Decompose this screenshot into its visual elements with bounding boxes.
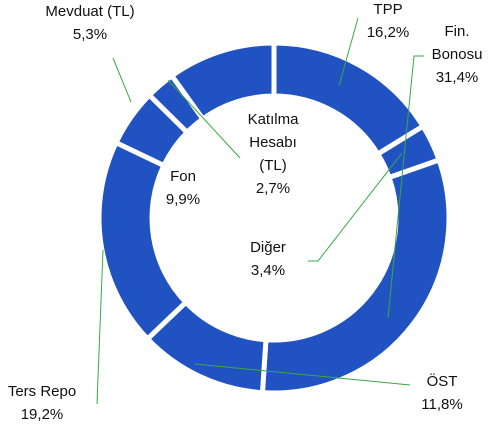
label: Fon 9,9%	[148, 165, 218, 211]
label: Fin. Bonosu 31,4%	[422, 20, 492, 89]
category-label: Mevduat (TL)	[45, 3, 135, 20]
value-label: 19,2%	[20, 406, 64, 423]
category-label: Katılma Hesabı (TL)	[247, 111, 299, 174]
leader-line	[167, 79, 241, 159]
leader-line	[387, 55, 424, 319]
leader-lines	[96, 17, 424, 405]
category-label: Fin. Bonosu	[431, 23, 483, 63]
value-label: 11,8%	[421, 396, 463, 413]
leader-line	[308, 152, 403, 262]
label: Katılma Hesabı (TL) 2,7%	[236, 108, 310, 200]
category-label: TPP	[373, 1, 403, 18]
leader-line	[194, 363, 411, 386]
category-label: Ters Repo	[7, 383, 77, 400]
donut-slice	[259, 156, 452, 396]
value-label: 9,9%	[165, 191, 201, 208]
label: Diğer 3,4%	[233, 236, 303, 282]
label: Ters Repo 19,2%	[0, 380, 84, 426]
value-label: 31,4%	[435, 69, 479, 86]
label: ÖST 11,8%	[407, 370, 477, 416]
donut-slice	[168, 40, 277, 123]
value-label: 2,7%	[255, 180, 291, 197]
label: TPP 16,2%	[348, 0, 428, 44]
value-label: 3,4%	[250, 262, 286, 279]
value-label: 16,2%	[366, 24, 410, 41]
leader-line	[96, 249, 104, 405]
leader-line	[112, 57, 132, 103]
category-label: ÖST	[426, 373, 458, 390]
leader-line	[338, 17, 359, 87]
value-label: 5,3%	[72, 26, 108, 43]
category-label: Diğer	[250, 239, 286, 256]
category-label: Fon	[170, 168, 196, 185]
label: Mevduat (TL) 5,3%	[30, 0, 150, 46]
